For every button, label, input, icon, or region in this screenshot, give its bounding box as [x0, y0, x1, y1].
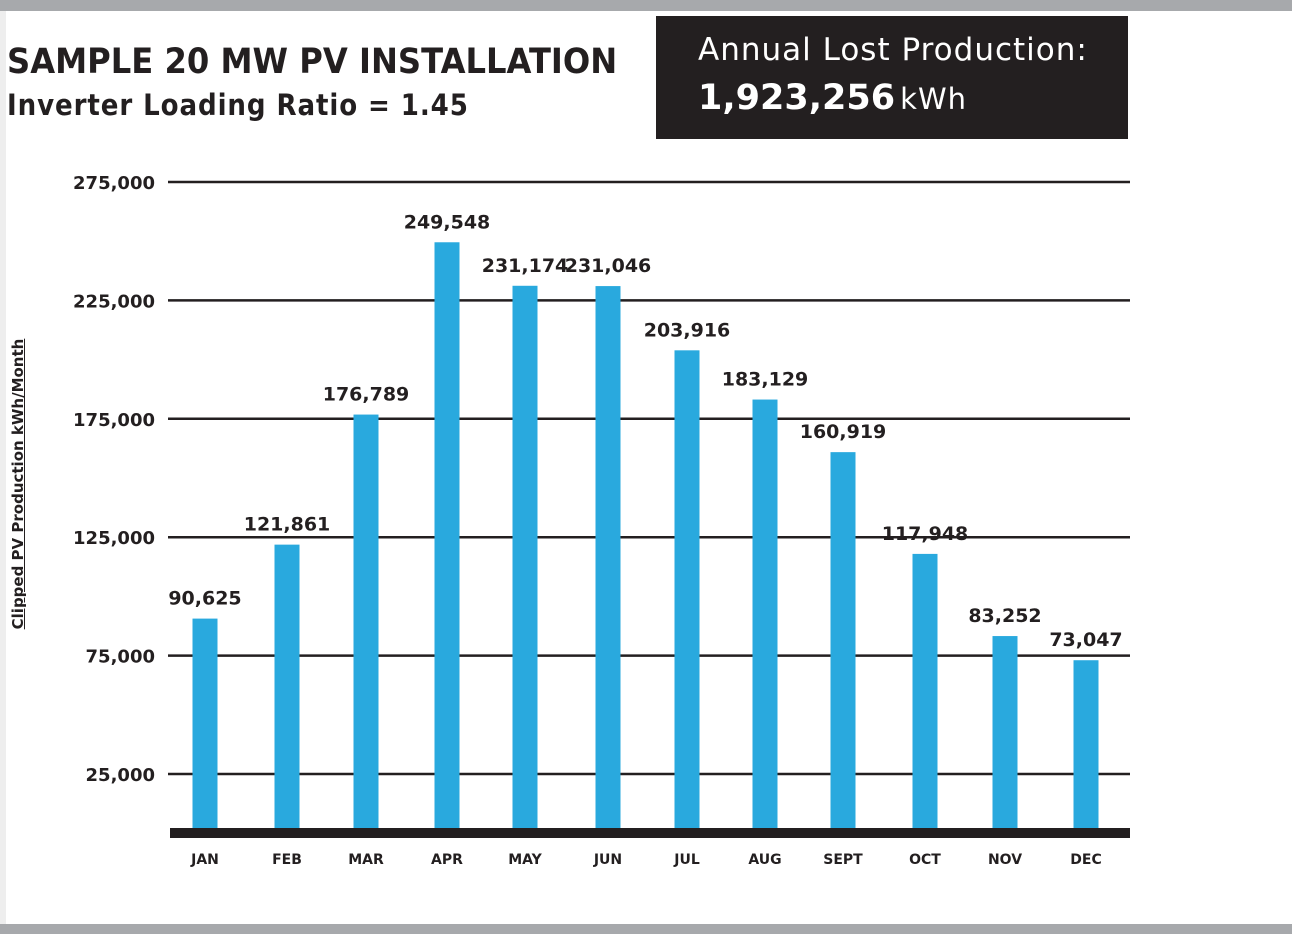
- y-tick-label: 225,000: [73, 291, 155, 312]
- bottom-rule: [0, 924, 1292, 934]
- bar: [274, 544, 300, 833]
- x-tick-label: APR: [431, 852, 463, 868]
- bars: [192, 242, 1099, 834]
- data-label: 117,948: [882, 523, 969, 545]
- x-tick-label: NOV: [988, 852, 1022, 868]
- x-tick-label: MAR: [348, 852, 384, 868]
- bar: [674, 350, 700, 833]
- data-label: 231,046: [565, 255, 652, 277]
- data-label: 90,625: [168, 588, 241, 610]
- x-tick-label: JUN: [593, 852, 622, 868]
- annual-lost-production-value: 1,923,256: [698, 78, 896, 118]
- x-tick-label: OCT: [909, 852, 941, 868]
- y-tick-label: 75,000: [86, 647, 155, 668]
- labels: 25,000 75,000 125,000 175,000 225,000 275,000…: [73, 173, 1123, 868]
- x-tick-label: DEC: [1070, 852, 1101, 868]
- bar: [434, 242, 460, 834]
- x-tick-label: JAN: [190, 852, 219, 868]
- annual-lost-production-label: Annual Lost Production:: [698, 32, 1088, 68]
- bar: [353, 414, 379, 833]
- bar: [595, 286, 621, 833]
- y-tick-label: 175,000: [73, 410, 155, 431]
- bar: [912, 553, 938, 833]
- x-axis-baseline: [170, 828, 1130, 838]
- bar: [192, 618, 218, 833]
- data-label: 121,861: [244, 514, 331, 536]
- bar: [752, 399, 778, 833]
- annual-lost-production-figure: 1,923,256 kWh: [698, 78, 967, 118]
- data-label: 249,548: [404, 211, 491, 233]
- bar: [1073, 660, 1099, 833]
- bar: [992, 636, 1018, 833]
- x-tick-label: FEB: [272, 852, 302, 868]
- annual-lost-production-box: Annual Lost Production: 1,923,256 kWh: [656, 16, 1128, 139]
- x-tick-label: JUL: [673, 852, 700, 868]
- x-tick-label: AUG: [748, 852, 781, 868]
- y-tick-label: 125,000: [73, 528, 155, 549]
- chart-title: SAMPLE 20 MW PV INSTALLATION: [7, 42, 618, 82]
- data-label: 183,129: [722, 369, 809, 391]
- data-label: 231,174: [482, 255, 569, 277]
- bar: [830, 452, 856, 833]
- y-tick-label: 275,000: [73, 173, 155, 194]
- left-edge: [0, 11, 6, 924]
- data-label: 203,916: [644, 319, 731, 341]
- top-rule: [0, 0, 1292, 11]
- chart-subtitle: Inverter Loading Ratio = 1.45: [7, 88, 469, 122]
- x-tick-label: SEPT: [823, 852, 863, 868]
- data-label: 160,919: [800, 421, 887, 443]
- y-tick-label: 25,000: [86, 765, 155, 786]
- data-label: 83,252: [968, 605, 1041, 627]
- bar: [512, 285, 538, 833]
- annual-lost-production-unit: kWh: [900, 82, 968, 116]
- x-tick-label: MAY: [508, 852, 542, 868]
- data-label: 176,789: [323, 384, 410, 406]
- x-axis: [170, 828, 1130, 838]
- data-label: 73,047: [1049, 629, 1122, 651]
- gridlines: [168, 180, 1130, 776]
